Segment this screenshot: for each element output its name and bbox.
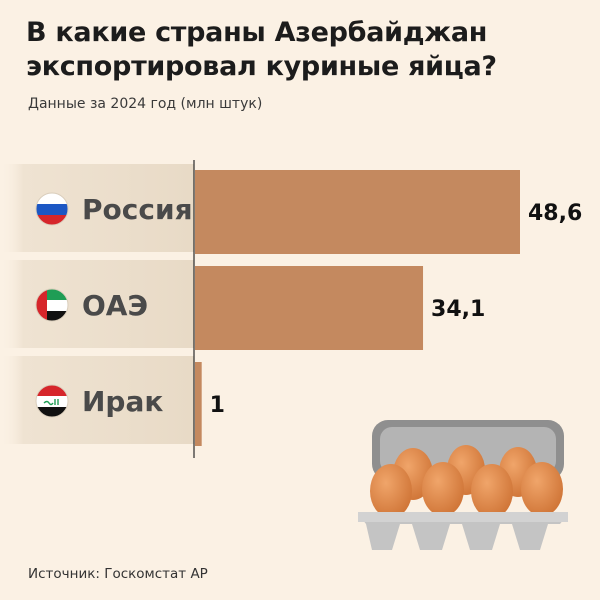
label-band [0,260,194,348]
value-label: 48,6 [528,201,582,226]
chart-title: В какие страны Азербайджан экспортировал… [26,17,497,82]
egg-tray-illustration [358,420,568,550]
iraq-flag-icon [36,385,68,417]
bar-1 [195,170,520,254]
uae-flag-icon [36,289,68,321]
chart-subtitle: Данные за 2024 год (млн штук) [28,96,263,112]
category-label: Ирак [82,385,163,418]
category-label: Россия [82,193,193,226]
category-label: ОАЭ [82,289,148,322]
value-label: 34,1 [431,297,485,322]
label-band [0,164,194,252]
source-note: Источник: Госкомстат АР [28,566,208,582]
bar-3 [195,362,202,446]
russia-flag-icon [36,193,68,225]
bar-2 [195,266,424,350]
label-band [0,356,194,444]
value-label: 1 [210,393,225,418]
